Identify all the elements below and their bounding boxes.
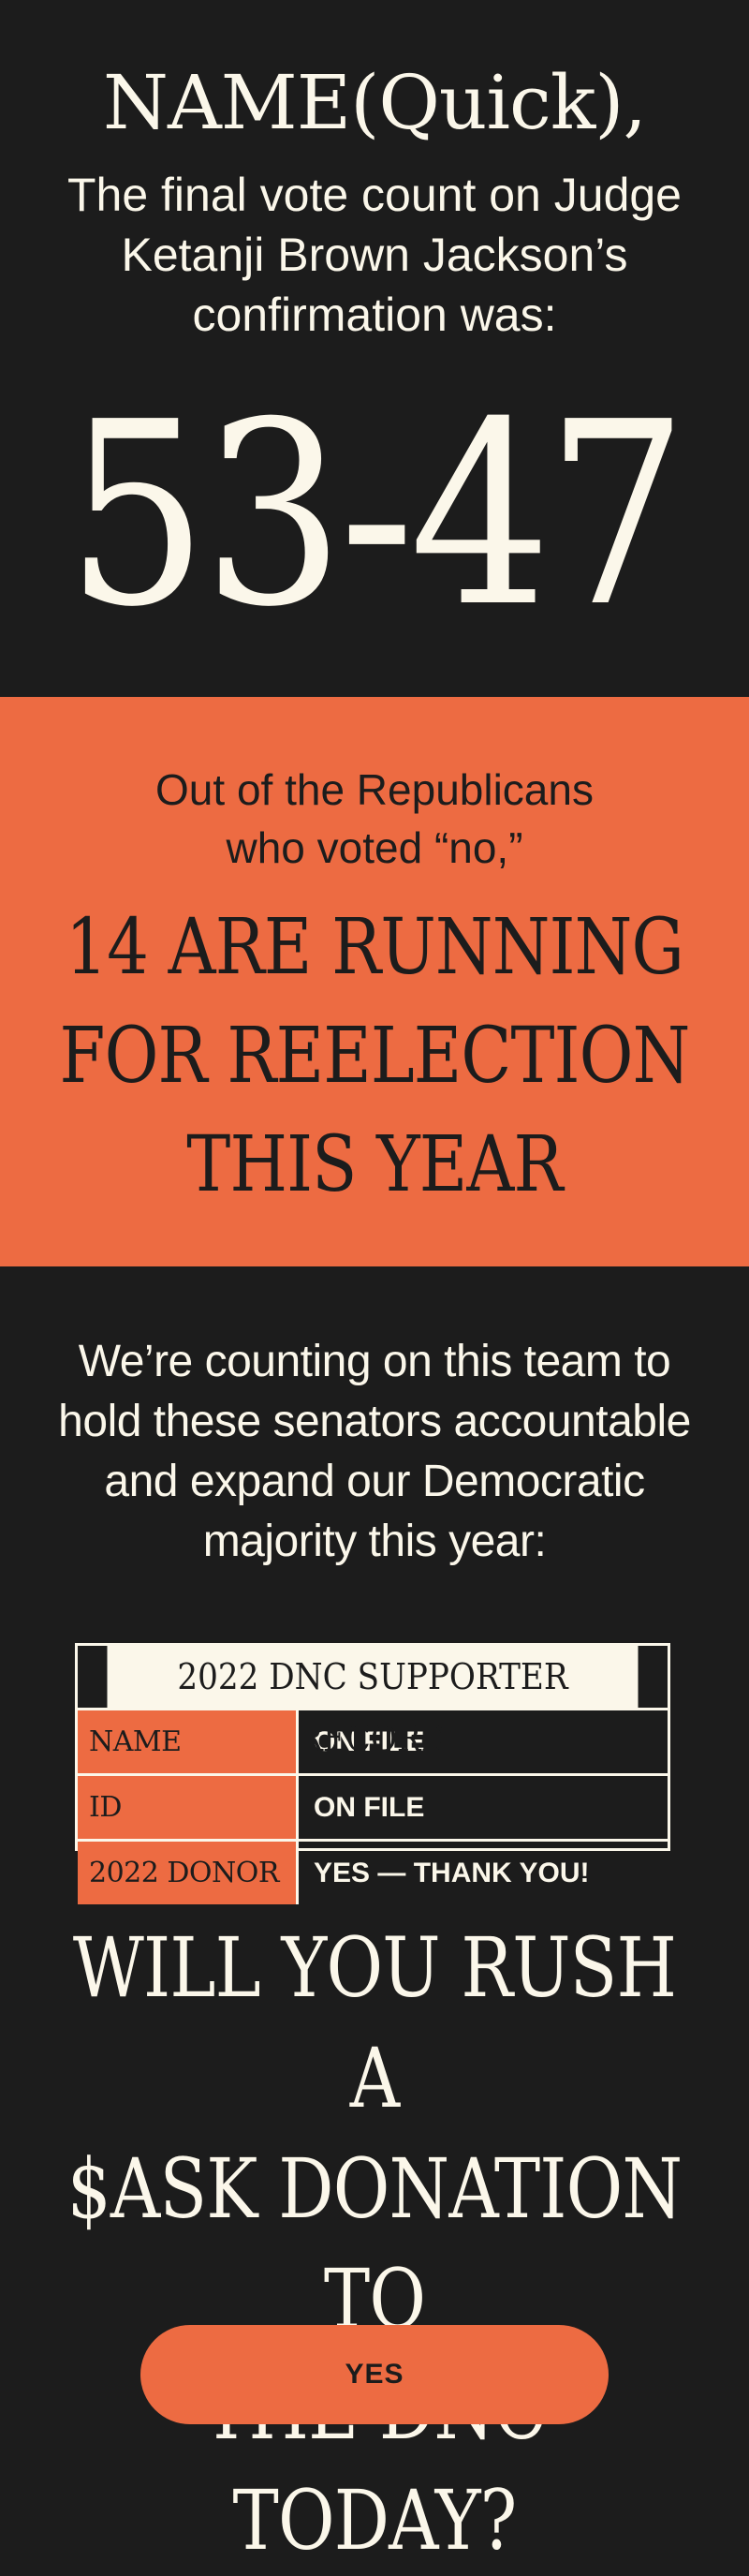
reelection-headline-line: THIS YEAR [186,1120,563,1209]
appeal-line: majority this year: [202,1517,547,1566]
yes-donate-button[interactable]: YES [140,2325,609,2424]
record-value: ON FILE [314,1792,425,1823]
appeal-line: hold these senators accountable [58,1397,691,1446]
supporter-record-card: 2022 DNC SUPPORTER RECORD NAME ON FILE I… [75,1643,670,1904]
record-label: 2022 DONOR [78,1842,299,1904]
vote-count: 53-47 [66,367,688,662]
greeting: NAME(Quick), [103,59,647,146]
intro-line: confirmation was: [192,289,557,341]
intro-line: The final vote count on Judge [66,169,682,221]
donation-ask-line: $ASK DONATION TO [66,2140,683,2347]
appeal-line: and expand our Democratic [104,1457,645,1506]
record-label: NAME [78,1710,299,1773]
republicans-lead: Out of the Republicans who voted “no,” [37,761,712,877]
appeal-line: We’re counting on this team to [78,1337,671,1386]
record-row-id: ID ON FILE [78,1773,668,1839]
record-row-name: NAME ON FILE [78,1708,668,1773]
donation-ask-headline: WILL YOU RUSH A $ASK DONATION TO THE DNC… [60,1913,689,2576]
record-row-donor: 2022 DONOR YES — THANK YOU! [78,1839,668,1904]
vote-count-section: NAME(Quick), The final vote count on Jud… [0,0,749,697]
record-label: ID [78,1776,299,1839]
republicans-lead-line: Out of the Republicans [155,765,594,814]
intro-text: The final vote count on Judge Ketanji Br… [37,165,712,345]
supporter-record-title: 2022 DNC SUPPORTER RECORD [107,1646,639,1759]
appeal-text: We’re counting on this team to hold thes… [28,1332,721,1572]
reelection-headline: 14 ARE RUNNING FOR REELECTION THIS YEAR [52,894,697,1220]
republicans-section: Out of the Republicans who voted “no,” 1… [0,697,749,1266]
donation-section: We’re counting on this team to hold thes… [0,1266,749,2569]
record-value: YES — THANK YOU! [314,1858,590,1888]
reelection-headline-line: 14 ARE RUNNING [66,903,684,992]
donation-ask-line: WILL YOU RUSH A [72,1919,677,2126]
republicans-lead-line: who voted “no,” [226,823,523,872]
intro-line: Ketanji Brown Jackson’s [121,229,628,281]
record-value: ON FILE [299,1710,668,1773]
reelection-headline-line: FOR REELECTION [59,1012,691,1101]
